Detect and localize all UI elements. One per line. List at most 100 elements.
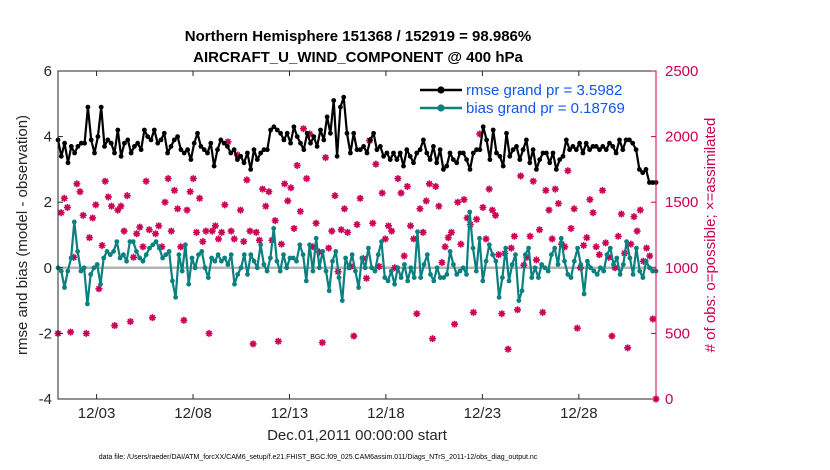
rmse-point — [148, 137, 154, 143]
rmse-point — [470, 150, 476, 156]
bias-point — [578, 262, 584, 267]
bias-point — [284, 265, 290, 271]
rmse-point — [640, 170, 646, 176]
bias-point — [85, 301, 90, 307]
obs-count-marker — [67, 328, 75, 336]
bias-point — [549, 252, 554, 258]
obs-count-marker — [384, 222, 392, 230]
bias-point — [522, 252, 528, 258]
bias-point — [68, 255, 74, 261]
rmse-point — [553, 167, 559, 172]
obs-count-marker — [325, 244, 333, 252]
bias-point — [366, 245, 371, 251]
bias-point — [261, 262, 267, 267]
bias-point — [385, 278, 391, 284]
obs-count-marker — [63, 203, 71, 211]
bias-point — [460, 265, 466, 271]
obs-count-marker — [92, 201, 100, 209]
bias-point — [526, 245, 531, 251]
rmse-point — [374, 147, 380, 153]
obs-count-marker — [517, 172, 525, 180]
rmse-point — [235, 157, 240, 163]
obs-count-marker — [142, 177, 150, 185]
bias-point — [643, 258, 649, 264]
obs-count-marker — [60, 194, 68, 202]
obs-count-marker — [375, 262, 383, 270]
rmse-point — [314, 144, 320, 149]
obs-count-marker — [413, 310, 421, 318]
rmse-point — [617, 137, 622, 143]
obs-count-marker — [98, 241, 106, 249]
obs-count-marker — [451, 320, 459, 328]
rmse-point — [394, 157, 400, 163]
bias-point — [421, 262, 427, 267]
rmse-point — [401, 163, 406, 169]
obs-count-marker — [469, 308, 477, 316]
rmse-point — [191, 140, 197, 146]
bias-point — [111, 249, 116, 254]
rmse-point — [225, 144, 230, 149]
y-left-tick-label: 4 — [44, 129, 52, 146]
rmse-point — [338, 104, 343, 110]
rmse-point — [85, 104, 91, 110]
obs-count-marker — [476, 130, 484, 138]
rmse-point — [424, 150, 430, 156]
rmse-point — [613, 150, 619, 156]
rmse-point — [457, 150, 463, 156]
rmse-point — [494, 150, 499, 156]
bias-point — [215, 252, 221, 258]
bias-point — [598, 265, 603, 271]
rmse-point — [118, 153, 124, 159]
rmse-point — [384, 150, 390, 156]
obs-count-marker — [457, 240, 465, 248]
obs-count-marker — [504, 345, 512, 353]
obs-count-marker — [400, 252, 408, 260]
legend-bias-label: bias grand pr = 0.18769 — [466, 100, 625, 117]
obs-count-marker — [312, 219, 320, 227]
x-tick-label: 12/18 — [367, 405, 405, 422]
obs-count-marker — [306, 130, 314, 138]
obs-count-marker — [120, 227, 128, 235]
rmse-point — [404, 147, 410, 153]
bias-point — [428, 272, 433, 277]
bias-point — [281, 252, 286, 258]
rmse-point — [460, 150, 466, 156]
bias-point — [117, 255, 123, 261]
obs-count-marker — [353, 221, 361, 229]
rmse-point — [115, 127, 121, 133]
rmse-point — [171, 137, 177, 143]
bias-point — [542, 265, 548, 271]
bias-point — [536, 275, 541, 280]
bias-point — [323, 268, 329, 274]
obs-count-marker — [331, 192, 339, 200]
bias-point — [330, 258, 335, 264]
obs-count-marker — [192, 228, 200, 236]
rmse-point — [593, 144, 599, 149]
bias-point — [147, 245, 152, 251]
x-axis-ticks: 12/03 12/08 12/13 12/18 12/23 12/28 — [78, 71, 598, 422]
rmse-point — [387, 157, 393, 163]
bias-point — [346, 265, 352, 271]
y-right-tick-label: 500 — [665, 325, 690, 342]
rmse-point — [364, 150, 370, 156]
bias-point — [506, 278, 512, 284]
obs-count-marker — [108, 202, 116, 210]
x-axis-label: Dec.01,2011 00:00:00 start — [267, 427, 448, 444]
obs-count-marker — [463, 214, 471, 222]
bias-point — [558, 235, 564, 241]
rmse-point — [274, 127, 280, 133]
obs-count-marker — [429, 335, 437, 343]
bias-point — [320, 249, 326, 254]
bias-point — [490, 252, 495, 258]
bias-point — [356, 285, 361, 290]
obs-count-marker — [299, 125, 307, 133]
bias-point — [238, 265, 244, 271]
bias-point — [173, 294, 179, 300]
bias-point — [104, 249, 110, 254]
bias-point — [307, 242, 312, 248]
bias-point — [300, 252, 306, 258]
rmse-point — [450, 157, 456, 163]
y-right-tick-label: 1500 — [665, 194, 698, 211]
obs-count-marker — [526, 232, 534, 240]
